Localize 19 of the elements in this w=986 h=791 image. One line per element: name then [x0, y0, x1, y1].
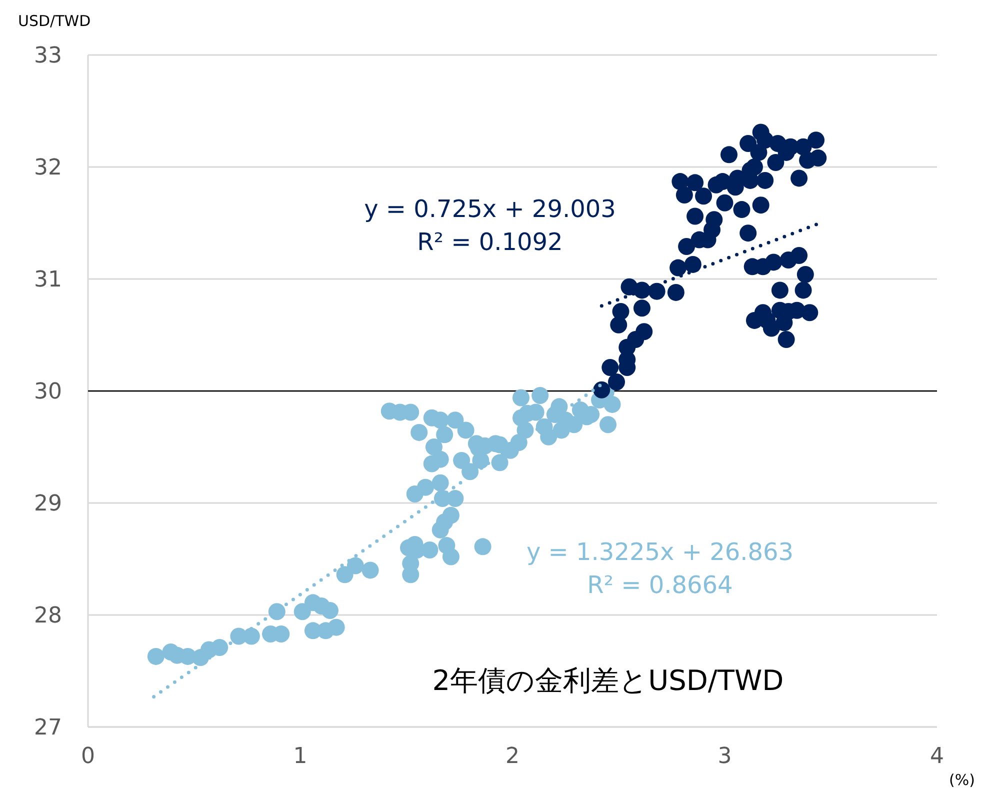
- y-tick-label: 28: [34, 604, 62, 629]
- annotation: y = 0.725x + 29.003: [364, 195, 616, 223]
- annotation: R² = 0.8664: [587, 571, 733, 599]
- y-tick-label: 27: [34, 716, 62, 741]
- y-tick-label: 33: [34, 44, 62, 69]
- x-tick-label: 4: [930, 744, 944, 769]
- y-tick-label: 32: [34, 156, 62, 181]
- y-tick-label: 31: [34, 268, 62, 293]
- annotation: R² = 0.1092: [417, 228, 563, 256]
- y-tick-label: 29: [34, 492, 62, 517]
- x-tick-label: 2: [506, 744, 520, 769]
- x-axis-title: (%): [949, 771, 975, 789]
- y-tick-label: 30: [34, 380, 62, 405]
- annotation: y = 1.3225x + 26.863: [526, 538, 794, 566]
- x-tick-label: 0: [81, 744, 95, 769]
- y-axis-title: USD/TWD: [18, 12, 91, 30]
- text: 2年債の金利差とUSD/TWD: [432, 664, 784, 697]
- x-tick-label: 3: [718, 744, 732, 769]
- x-tick-label: 1: [293, 744, 308, 769]
